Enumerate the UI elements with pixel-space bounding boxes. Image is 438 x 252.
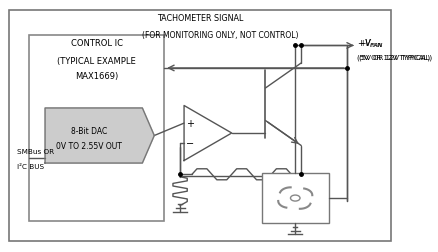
Text: CONTROL IC: CONTROL IC bbox=[71, 39, 122, 48]
Text: 8-Bit DAC: 8-Bit DAC bbox=[71, 127, 106, 136]
Text: MAX1669): MAX1669) bbox=[75, 72, 118, 81]
Text: I²C BUS: I²C BUS bbox=[17, 163, 44, 169]
Text: $+V_{FAN}$: $+V_{FAN}$ bbox=[356, 38, 382, 50]
Text: +: + bbox=[186, 119, 194, 129]
FancyBboxPatch shape bbox=[29, 36, 164, 221]
Polygon shape bbox=[45, 109, 154, 163]
Text: (TYPICAL EXAMPLE: (TYPICAL EXAMPLE bbox=[57, 57, 136, 66]
Text: (FOR MONITORING ONLY, NOT CONTROL): (FOR MONITORING ONLY, NOT CONTROL) bbox=[141, 30, 297, 40]
Text: (5V OR 12V TYPICAL): (5V OR 12V TYPICAL) bbox=[358, 54, 431, 61]
Polygon shape bbox=[184, 106, 231, 161]
FancyBboxPatch shape bbox=[9, 11, 390, 241]
Text: TACHOMETER SIGNAL: TACHOMETER SIGNAL bbox=[156, 14, 243, 23]
Text: (5V OR 12V TYPICAL): (5V OR 12V TYPICAL) bbox=[356, 54, 429, 61]
Text: SMBus OR: SMBus OR bbox=[17, 148, 54, 154]
Text: +V: +V bbox=[358, 39, 370, 48]
FancyBboxPatch shape bbox=[261, 173, 328, 223]
Text: FAN: FAN bbox=[369, 43, 381, 47]
Text: −: − bbox=[186, 138, 194, 148]
Text: 0V TO 2.55V OUT: 0V TO 2.55V OUT bbox=[56, 141, 121, 150]
